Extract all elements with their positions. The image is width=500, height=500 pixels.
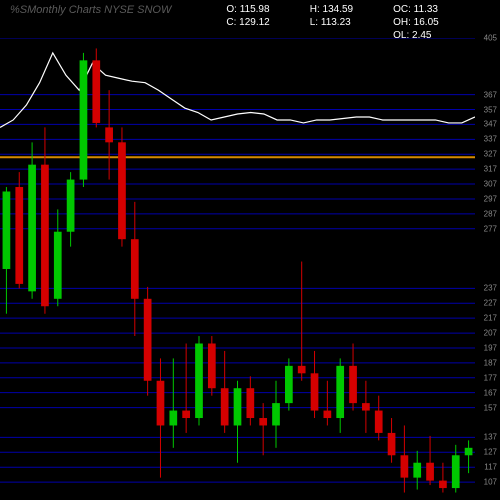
y-axis-labels: 1071171271371571671771871972072172272372…: [475, 38, 500, 497]
chart-header: %SMonthly Charts NYSE SNOW O: 115.98 H: …: [10, 4, 490, 41]
candlestick-chart: %SMonthly Charts NYSE SNOW O: 115.98 H: …: [0, 0, 500, 500]
close-value: C: 129.12: [226, 17, 269, 28]
oh-value: OH: 16.05: [393, 17, 439, 28]
open-value: O: 115.98: [226, 4, 269, 15]
oc-value: OC: 11.33: [393, 4, 439, 15]
watermark-text: %SMonthly Charts NYSE SNOW: [10, 4, 171, 16]
low-value: L: 113.23: [310, 17, 353, 28]
high-value: H: 134.59: [310, 4, 353, 15]
ohlc-info: O: 115.98 H: 134.59 OC: 11.33 C: 129.12 …: [226, 4, 438, 41]
chart-plot: [0, 38, 475, 497]
